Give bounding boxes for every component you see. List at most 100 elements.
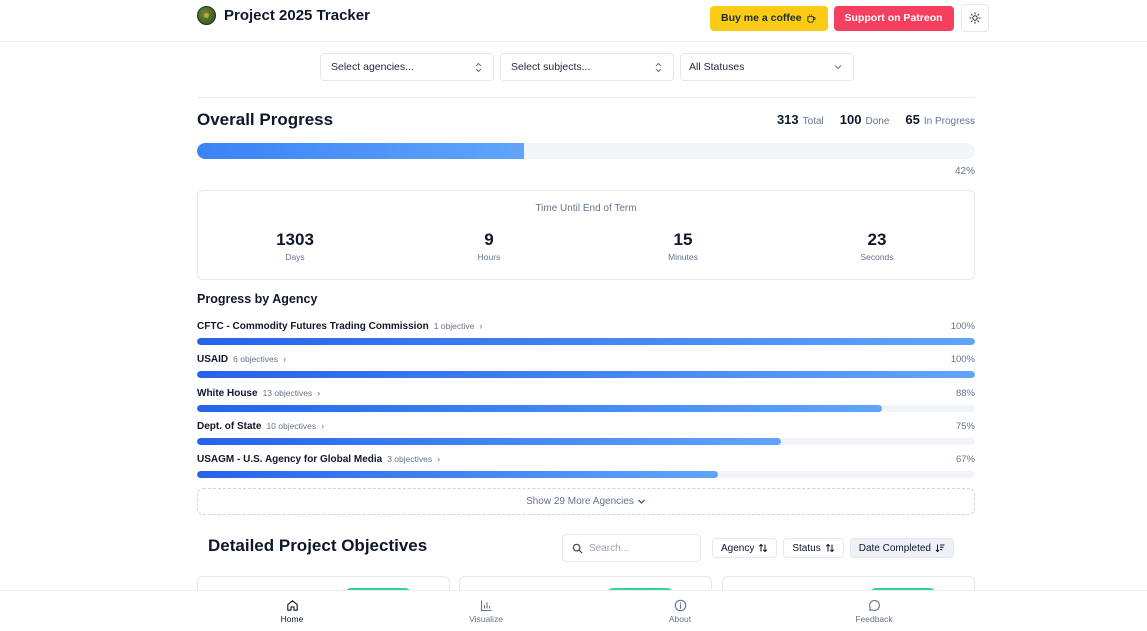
countdown-minutes-unit: Minutes bbox=[668, 252, 698, 262]
sort-date-button[interactable]: Date Completed bbox=[849, 538, 954, 558]
info-icon bbox=[674, 599, 686, 611]
search-input[interactable] bbox=[589, 542, 689, 554]
agency-row[interactable]: USAID 6 objectives › 100% bbox=[197, 352, 975, 380]
brand[interactable]: Project 2025 Tracker bbox=[197, 6, 370, 25]
nav-feedback-label: Feedback bbox=[855, 613, 893, 624]
agency-percent: 88% bbox=[955, 387, 975, 399]
countdown-seconds: 23 Seconds bbox=[780, 230, 974, 263]
chevron-right-icon: › bbox=[321, 421, 325, 431]
agency-name: Dept. of State bbox=[197, 420, 262, 432]
agency-row[interactable]: CFTC - Commodity Futures Trading Commiss… bbox=[197, 319, 975, 347]
agency-row[interactable]: Dept. of State 10 objectives › 75% bbox=[197, 419, 975, 447]
sort-arrows-icon bbox=[825, 543, 834, 553]
status-select-value: All Statuses bbox=[689, 61, 745, 73]
sort-controls: Agency Status Date Completed bbox=[712, 538, 954, 558]
objectives-search[interactable] bbox=[562, 534, 701, 562]
chevron-right-icon: › bbox=[283, 354, 287, 364]
term-countdown: Time Until End of Term 1303 Days 9 Hours… bbox=[197, 190, 975, 280]
theme-toggle-button[interactable] bbox=[960, 4, 989, 32]
agencies-select[interactable]: Select agencies... bbox=[320, 53, 494, 81]
agency-progress-bar bbox=[197, 338, 975, 345]
countdown-minutes-value: 15 bbox=[673, 230, 693, 249]
countdown-cells: 1303 Days 9 Hours 15 Minutes 23 Seconds bbox=[198, 230, 974, 263]
objectives-title: Detailed Project Objectives bbox=[208, 536, 428, 555]
agency-row[interactable]: White House 13 objectives › 88% bbox=[197, 386, 975, 414]
nav-feedback[interactable]: Feedback bbox=[777, 591, 971, 631]
stat-done: 100 Done bbox=[840, 112, 890, 127]
agency-progress-fill bbox=[197, 438, 781, 445]
agency-progress-bar bbox=[197, 371, 975, 378]
agency-objective-count: 1 objective bbox=[433, 321, 475, 331]
agency-objective-count: 13 objectives bbox=[262, 388, 313, 398]
agency-name: USAGM - U.S. Agency for Global Media bbox=[197, 453, 383, 465]
stat-in-progress-value: 65 bbox=[905, 112, 920, 127]
stat-in-progress-label: In Progress bbox=[923, 116, 975, 127]
chevron-right-icon: › bbox=[437, 454, 441, 464]
overall-progress-percent: 42% bbox=[954, 166, 975, 177]
chevron-down-icon bbox=[834, 65, 842, 70]
sun-icon bbox=[968, 12, 981, 24]
countdown-minutes: 15 Minutes bbox=[586, 230, 780, 263]
sort-agency-label: Agency bbox=[721, 542, 755, 554]
countdown-hours-unit: Hours bbox=[477, 252, 501, 262]
nav-about[interactable]: About bbox=[583, 591, 777, 631]
search-icon bbox=[572, 543, 583, 553]
sort-status-label: Status bbox=[792, 542, 821, 554]
agency-progress-bar bbox=[197, 471, 975, 478]
agency-percent: 100% bbox=[950, 320, 975, 332]
agency-name: USAID bbox=[197, 353, 229, 365]
subjects-select[interactable]: Select subjects... bbox=[500, 53, 674, 81]
nav-home[interactable]: Home bbox=[195, 591, 389, 631]
agency-percent: 100% bbox=[950, 353, 975, 365]
filter-bar: Select agencies... Select subjects... Al… bbox=[320, 53, 854, 81]
countdown-days-value: 1303 bbox=[276, 230, 314, 249]
agencies-select-label: Select agencies... bbox=[331, 61, 414, 73]
app-title: Project 2025 Tracker bbox=[224, 7, 370, 24]
stat-in-progress: 65 In Progress bbox=[905, 112, 975, 127]
buy-coffee-button[interactable]: Buy me a coffee bbox=[710, 5, 828, 31]
nav-visualize[interactable]: Visualize bbox=[389, 591, 583, 631]
nav-visualize-label: Visualize bbox=[469, 613, 503, 624]
logo-icon bbox=[197, 6, 216, 25]
nav-about-label: About bbox=[668, 613, 692, 624]
top-header: Project 2025 Tracker Buy me a coffee Sup… bbox=[0, 0, 1147, 42]
sort-status-button[interactable]: Status bbox=[783, 538, 844, 558]
section-divider bbox=[197, 97, 975, 98]
chevron-right-icon: › bbox=[317, 388, 321, 398]
bottom-nav: Home Visualize About Feedback bbox=[0, 590, 1147, 631]
countdown-days-unit: Days bbox=[285, 252, 305, 262]
nav-home-label: Home bbox=[280, 613, 304, 624]
subjects-select-label: Select subjects... bbox=[511, 61, 591, 73]
sort-descending-icon bbox=[935, 544, 945, 553]
stat-done-label: Done bbox=[865, 116, 890, 127]
stat-total: 313 Total bbox=[777, 112, 824, 127]
sort-arrows-icon bbox=[759, 543, 768, 553]
agency-name: CFTC - Commodity Futures Trading Commiss… bbox=[197, 320, 429, 332]
show-more-agencies-button[interactable]: Show 29 More Agencies bbox=[197, 488, 975, 515]
chevron-up-down-icon bbox=[655, 62, 662, 72]
agency-progress-fill bbox=[197, 471, 719, 478]
chevron-right-icon: › bbox=[479, 321, 483, 331]
agency-progress-fill bbox=[197, 405, 882, 412]
countdown-seconds-value: 23 bbox=[867, 230, 887, 249]
agency-progress-bar bbox=[197, 405, 975, 412]
agency-progress-fill bbox=[197, 371, 975, 378]
agency-objective-count: 3 objectives bbox=[387, 454, 433, 464]
countdown-hours-value: 9 bbox=[484, 230, 494, 249]
status-select[interactable]: All Statuses bbox=[680, 53, 854, 81]
agency-objective-count: 10 objectives bbox=[266, 421, 317, 431]
stat-done-value: 100 bbox=[839, 112, 862, 127]
agency-name: White House bbox=[197, 387, 258, 399]
header-actions: Buy me a coffee Support on Patreon bbox=[710, 4, 989, 32]
chat-bubble-icon bbox=[868, 599, 880, 611]
buy-coffee-label: Buy me a coffee bbox=[721, 12, 802, 24]
show-more-label: Show 29 More Agencies bbox=[526, 496, 634, 507]
patreon-button[interactable]: Support on Patreon bbox=[833, 5, 954, 31]
sort-agency-button[interactable]: Agency bbox=[712, 538, 778, 558]
stat-total-value: 313 bbox=[776, 112, 799, 127]
agency-progress-bar bbox=[197, 438, 975, 445]
stat-total-label: Total bbox=[802, 116, 824, 127]
overall-progress-fill bbox=[197, 143, 524, 159]
agency-row[interactable]: USAGM - U.S. Agency for Global Media 3 o… bbox=[197, 452, 975, 480]
